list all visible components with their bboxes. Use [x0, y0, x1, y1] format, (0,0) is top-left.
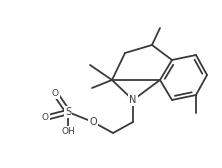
Text: O: O	[52, 89, 59, 97]
Text: OH: OH	[61, 128, 75, 136]
Text: N: N	[129, 95, 137, 105]
Text: O: O	[89, 117, 97, 127]
Text: S: S	[65, 107, 71, 117]
Text: O: O	[42, 114, 48, 122]
